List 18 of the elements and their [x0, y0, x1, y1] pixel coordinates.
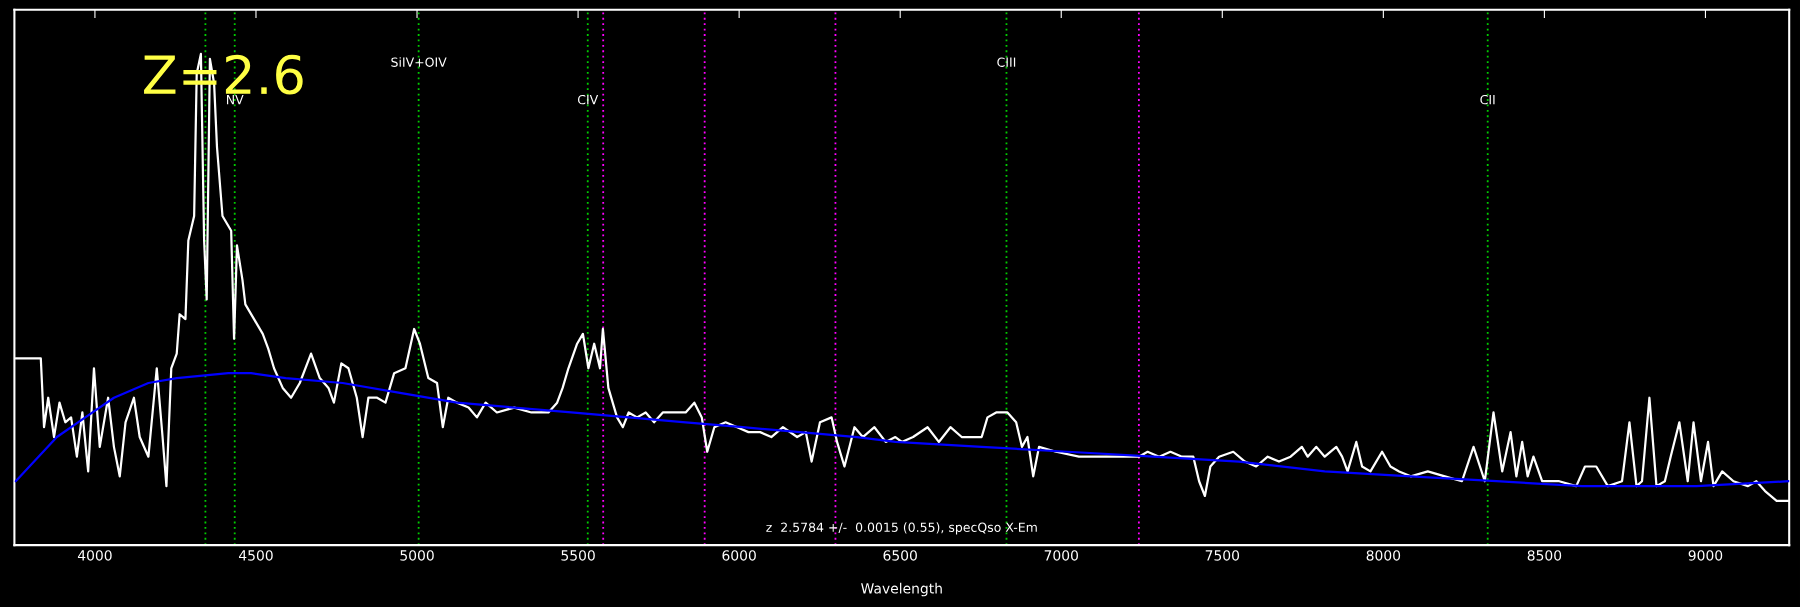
ref-line-label: SiIV+OIV	[391, 57, 447, 67]
annotation: z 2.5784 +/- 0.0015 (0.55), specQso X-Em	[766, 522, 1037, 535]
x-tick-label: 7500	[1205, 550, 1240, 561]
x-tick-label: 6500	[883, 550, 917, 561]
x-tick-label: 4000	[77, 550, 112, 561]
x-tick-label: 4500	[238, 550, 273, 561]
x-axis-title: Wavelength	[861, 582, 942, 597]
x-tick-label: 8500	[1527, 550, 1562, 561]
ref-line-label: CIV	[577, 94, 599, 105]
ref-line-label: CIII	[997, 57, 1016, 67]
x-tick-label: 5000	[400, 550, 434, 561]
x-tick-label: 8000	[1366, 550, 1401, 561]
ref-line-label: NV	[227, 95, 244, 105]
x-tick-label: 9000	[1688, 550, 1723, 561]
x-tick-label: 7000	[1044, 550, 1078, 561]
x-tick-label: 5500	[561, 550, 595, 561]
x-tick-label: 6000	[722, 550, 756, 561]
ref-line-label: CII	[1480, 94, 1495, 105]
